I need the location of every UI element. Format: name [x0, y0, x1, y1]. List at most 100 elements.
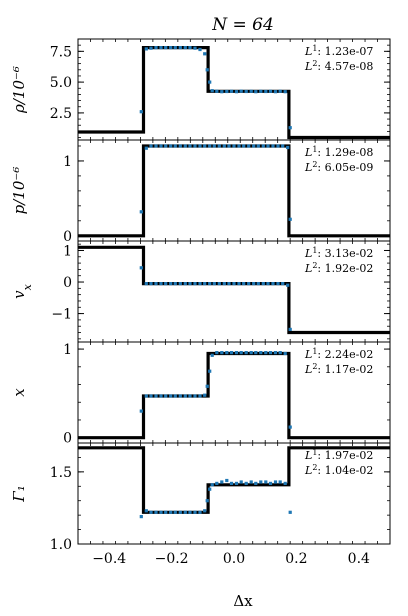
numerical-point [254, 351, 258, 355]
numerical-point [188, 510, 192, 514]
numerical-point [173, 46, 177, 50]
l2-norm-label: L2: 6.05e-09 [304, 160, 373, 175]
numerical-point [254, 90, 258, 94]
numerical-point [164, 144, 168, 148]
numerical-point [149, 144, 153, 148]
numerical-point [169, 46, 173, 50]
numerical-point [242, 144, 246, 148]
numerical-point [169, 282, 173, 286]
numerical-point [249, 89, 253, 93]
numerical-point [144, 146, 148, 150]
numerical-point [173, 394, 177, 398]
numerical-point [278, 351, 282, 355]
x-tick-label: −0.4 [92, 551, 126, 567]
numerical-point [178, 282, 182, 286]
numerical-point [169, 394, 173, 398]
numerical-point [254, 481, 258, 485]
l2-norm-label: L2: 4.57e-08 [304, 59, 373, 74]
numerical-point [239, 351, 243, 355]
l1-norm-label: L1: 1.29e-08 [304, 145, 373, 160]
y-tick-label: 2.5 [50, 106, 72, 122]
numerical-point [268, 89, 273, 93]
numerical-point [144, 394, 148, 398]
numerical-point [188, 46, 192, 50]
numerical-point [281, 282, 285, 286]
numerical-point [225, 89, 229, 94]
numerical-point [169, 510, 173, 514]
numerical-point [205, 499, 209, 503]
numerical-point [278, 89, 282, 93]
numerical-point [229, 351, 234, 355]
numerical-point [244, 89, 248, 94]
numerical-point [261, 144, 265, 148]
numerical-point [198, 394, 202, 398]
numerical-point [244, 481, 248, 485]
numerical-point [220, 351, 224, 355]
numerical-point [210, 483, 214, 487]
numerical-point [212, 282, 216, 286]
exact-solution-line [78, 144, 390, 238]
y-tick-label: 5.0 [50, 75, 72, 91]
numerical-point [217, 282, 221, 286]
numerical-point [271, 144, 275, 148]
numerical-point [288, 510, 292, 514]
numerical-point [239, 480, 243, 484]
numerical-point [193, 510, 197, 514]
l1-norm-label: L1: 1.97e-02 [304, 448, 373, 463]
numerical-point [198, 144, 202, 148]
numerical-point [178, 394, 182, 398]
numerical-point [210, 89, 214, 93]
numerical-point [232, 144, 236, 148]
numerical-point [222, 144, 226, 148]
numerical-point [139, 515, 143, 519]
numerical-point [247, 144, 251, 148]
numerical-point [139, 110, 143, 114]
numerical-point [144, 47, 148, 51]
y-axis-label: vx [10, 283, 34, 298]
numerical-point [208, 144, 212, 148]
x-tick-label: 0.2 [285, 551, 307, 567]
numerical-point [193, 394, 197, 398]
numerical-point [183, 394, 187, 398]
l2-norm-label: L2: 1.04e-02 [304, 463, 373, 478]
numerical-point [244, 351, 248, 355]
numerical-point [193, 46, 197, 50]
numerical-point [288, 217, 292, 221]
numerical-point [159, 144, 163, 148]
numerical-point [259, 351, 263, 355]
numerical-point [215, 481, 219, 485]
numerical-point [242, 282, 246, 286]
numerical-point [288, 126, 292, 130]
numerical-point [273, 90, 278, 94]
numerical-point [203, 52, 207, 56]
y-tick-label: 0 [63, 275, 72, 291]
numerical-point [203, 509, 207, 513]
numerical-point [139, 210, 143, 214]
numerical-point [247, 282, 251, 286]
numerical-point [193, 144, 197, 148]
y-axis-label: Γ₁ [10, 485, 28, 502]
y-tick-label: −1 [51, 307, 72, 323]
numerical-point [173, 510, 177, 514]
numerical-point [283, 90, 287, 94]
numerical-point [183, 46, 187, 50]
numerical-point [144, 509, 148, 513]
numerical-point [222, 282, 226, 286]
numerical-point [283, 351, 287, 356]
numerical-point [273, 480, 278, 484]
numerical-point [149, 394, 153, 398]
numerical-point [239, 89, 243, 93]
numerical-point [252, 144, 256, 148]
numerical-point [154, 394, 158, 398]
numerical-point [203, 144, 207, 148]
numerical-point [178, 144, 182, 148]
numerical-point [198, 47, 202, 52]
numerical-point [188, 144, 192, 148]
numerical-point [249, 351, 253, 355]
numerical-point [178, 46, 182, 50]
x-axis-label: Δx [233, 592, 253, 610]
